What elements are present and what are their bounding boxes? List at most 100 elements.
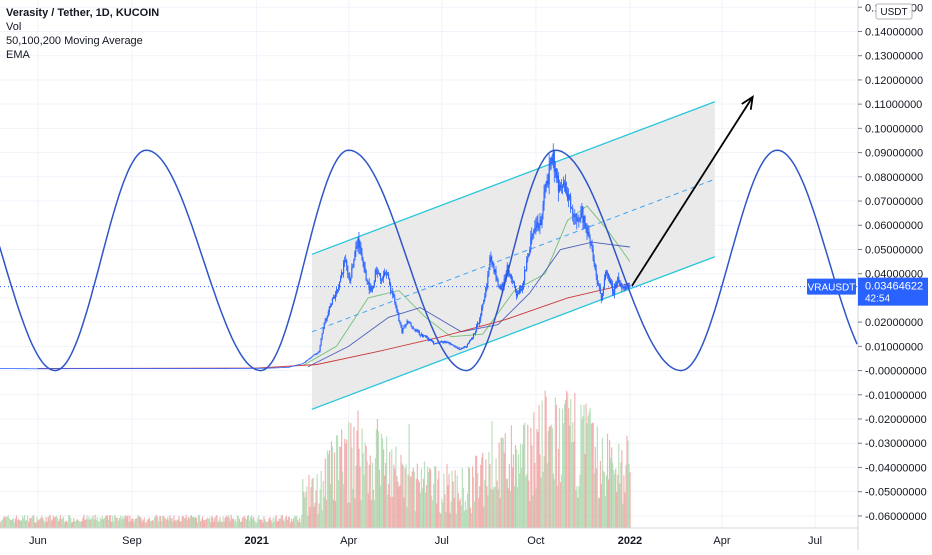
- volume-bar: [451, 470, 453, 528]
- volume-bar: [438, 470, 440, 528]
- volume-bar: [467, 466, 470, 528]
- candle-body: [474, 333, 476, 335]
- volume-bar: [222, 516, 224, 528]
- volume-bar: [274, 517, 276, 528]
- candle-body: [66, 368, 69, 370]
- volume-bar: [106, 515, 109, 528]
- candle-body: [166, 368, 168, 369]
- candle-body: [229, 368, 231, 369]
- parallel-channel[interactable]: [311, 101, 716, 410]
- volume-bar: [329, 483, 332, 528]
- volume-bar: [456, 475, 458, 528]
- volume-bar: [419, 492, 422, 528]
- volume-bar: [30, 517, 32, 528]
- volume-bar: [533, 412, 535, 528]
- candle-body: [64, 368, 67, 370]
- legend-title[interactable]: Verasity / Tether, 1D, KUCOIN: [6, 7, 160, 19]
- candle-body: [346, 260, 348, 266]
- volume-bar: [36, 516, 38, 528]
- candle-body: [104, 368, 106, 369]
- volume-bar: [413, 471, 415, 528]
- projection-arrow[interactable]: [631, 95, 754, 287]
- candle-body: [419, 334, 421, 336]
- price-axis[interactable]: 0.150000000.140000000.130000000.12000000…: [857, 0, 927, 550]
- volume-bar: [503, 452, 505, 528]
- candle-body: [368, 281, 370, 290]
- arrow-shaft: [631, 96, 754, 287]
- candle-body: [313, 354, 315, 356]
- candle-body: [90, 368, 92, 369]
- volume-bar: [57, 521, 59, 528]
- candle-body: [332, 297, 334, 299]
- candle-body: [429, 339, 431, 341]
- candle-body: [226, 368, 228, 369]
- candle-body: [282, 367, 284, 368]
- volume-bar: [214, 517, 216, 528]
- candle-body: [392, 291, 394, 296]
- candle-body: [599, 287, 601, 294]
- candle-body: [432, 341, 434, 342]
- volume-bar: [246, 515, 249, 528]
- volume-bar: [528, 480, 530, 528]
- volume-bar: [548, 426, 550, 528]
- volume-bar: [90, 518, 92, 528]
- candle-body: [235, 368, 237, 369]
- candle-body: [409, 322, 411, 324]
- legend-ma[interactable]: 50,100,200 Moving Average: [6, 35, 143, 47]
- candle-body: [499, 287, 501, 288]
- volume-bar: [616, 492, 618, 528]
- cycle-curve[interactable]: [0, 149, 858, 372]
- volume-bar: [52, 515, 54, 528]
- candle-body: [482, 304, 484, 308]
- candle-body: [446, 341, 448, 343]
- candle-body: [9, 368, 11, 369]
- volume-bar: [27, 515, 29, 528]
- legend-vol[interactable]: Vol: [6, 21, 22, 33]
- candle-body: [519, 288, 521, 293]
- volume-bar: [485, 459, 487, 528]
- candle-body: [268, 367, 270, 369]
- volume-bar: [565, 400, 567, 528]
- time-axis[interactable]: Jun Sep 2021 Apr Jul Oct 2022 Apr Jul: [0, 527, 858, 547]
- volume-bar: [621, 450, 623, 528]
- volume-bar: [58, 518, 61, 528]
- volume-bar: [424, 492, 427, 528]
- volume-bar: [375, 429, 378, 528]
- candle-body: [159, 368, 161, 369]
- price-tick-label: 0.05000000: [865, 244, 923, 256]
- volume-bar: [596, 426, 598, 528]
- candle-body: [520, 288, 522, 291]
- volume-bar: [39, 518, 41, 528]
- time-tick-label: 2022: [618, 535, 642, 547]
- volume-bar: [377, 431, 380, 528]
- candle-body: [562, 182, 565, 187]
- volume-bar: [159, 516, 161, 528]
- candle-body: [592, 249, 594, 260]
- legend-ema[interactable]: EMA: [6, 49, 30, 61]
- volume-bar: [269, 517, 271, 528]
- volume-bar: [322, 480, 324, 528]
- candle-body: [330, 304, 332, 307]
- volume-bar: [45, 516, 47, 528]
- volume-bar: [547, 431, 549, 528]
- candle-body: [321, 333, 323, 339]
- candle-body: [137, 368, 139, 369]
- volume-bar: [614, 474, 616, 528]
- candle-body: [73, 368, 75, 370]
- candle-body: [326, 315, 328, 319]
- candle-body: [93, 368, 95, 369]
- volume-bar: [318, 503, 320, 528]
- volume-bar: [382, 449, 385, 528]
- candle-body: [411, 326, 413, 328]
- volume-bar: [170, 517, 172, 528]
- volume-bar: [441, 498, 443, 528]
- candle-body: [40, 368, 42, 370]
- candle-body: [596, 275, 598, 284]
- volume-bar: [165, 518, 167, 528]
- volume-bar: [357, 410, 359, 528]
- moving-average-line: [307, 241, 630, 368]
- volume-bar: [299, 518, 301, 528]
- volume-bar: [326, 450, 328, 528]
